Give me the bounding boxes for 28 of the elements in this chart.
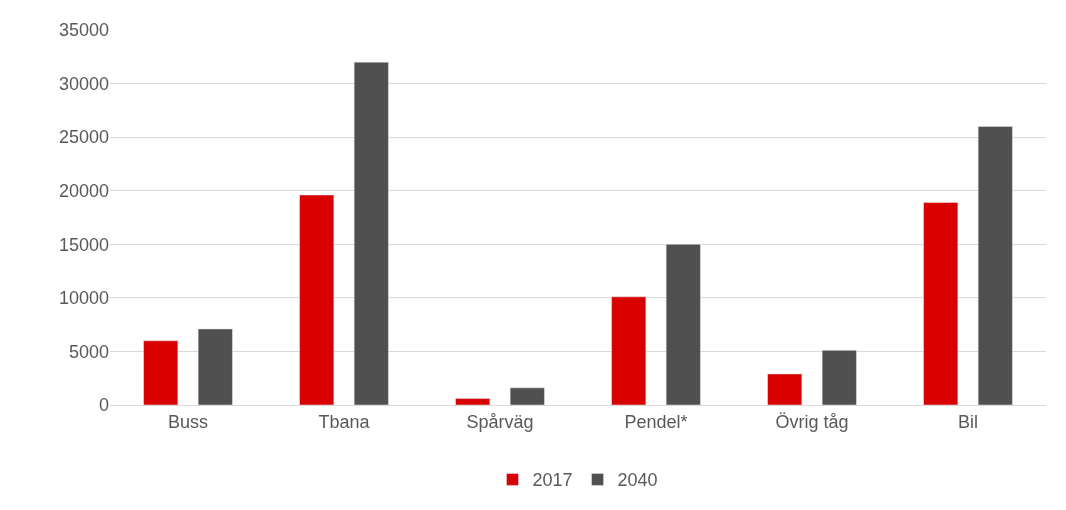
x-tick-label: Bil (957, 411, 979, 432)
bar (197, 328, 233, 405)
legend-label: 2040 (617, 470, 658, 491)
x-tick-label: Buss (167, 411, 209, 432)
bar (353, 61, 389, 405)
bar (143, 340, 179, 405)
y-tick-label: 35000 (58, 20, 109, 41)
y-tick-label: 10000 (58, 288, 109, 309)
x-tick-label: Tbana (318, 411, 371, 432)
bar (509, 387, 545, 405)
bar (299, 194, 335, 405)
x-tick-label: Spårväg (466, 411, 534, 432)
legend-label: 2017 (532, 470, 573, 491)
y-tick-label: 0 (98, 395, 109, 416)
x-tick-label: Övrig tåg (775, 411, 849, 432)
y-tick-label: 15000 (58, 234, 109, 255)
bar (821, 350, 857, 405)
bar (665, 244, 701, 405)
y-tick-label: 5000 (68, 341, 109, 362)
bar (977, 126, 1013, 405)
bar (455, 398, 491, 405)
bar (923, 202, 959, 405)
y-tick-label: 25000 (58, 127, 109, 148)
x-tick-label: Pendel* (624, 411, 688, 432)
y-tick-label: 30000 (58, 73, 109, 94)
bar (611, 296, 647, 405)
bar (767, 373, 803, 405)
y-tick-label: 20000 (58, 181, 109, 202)
